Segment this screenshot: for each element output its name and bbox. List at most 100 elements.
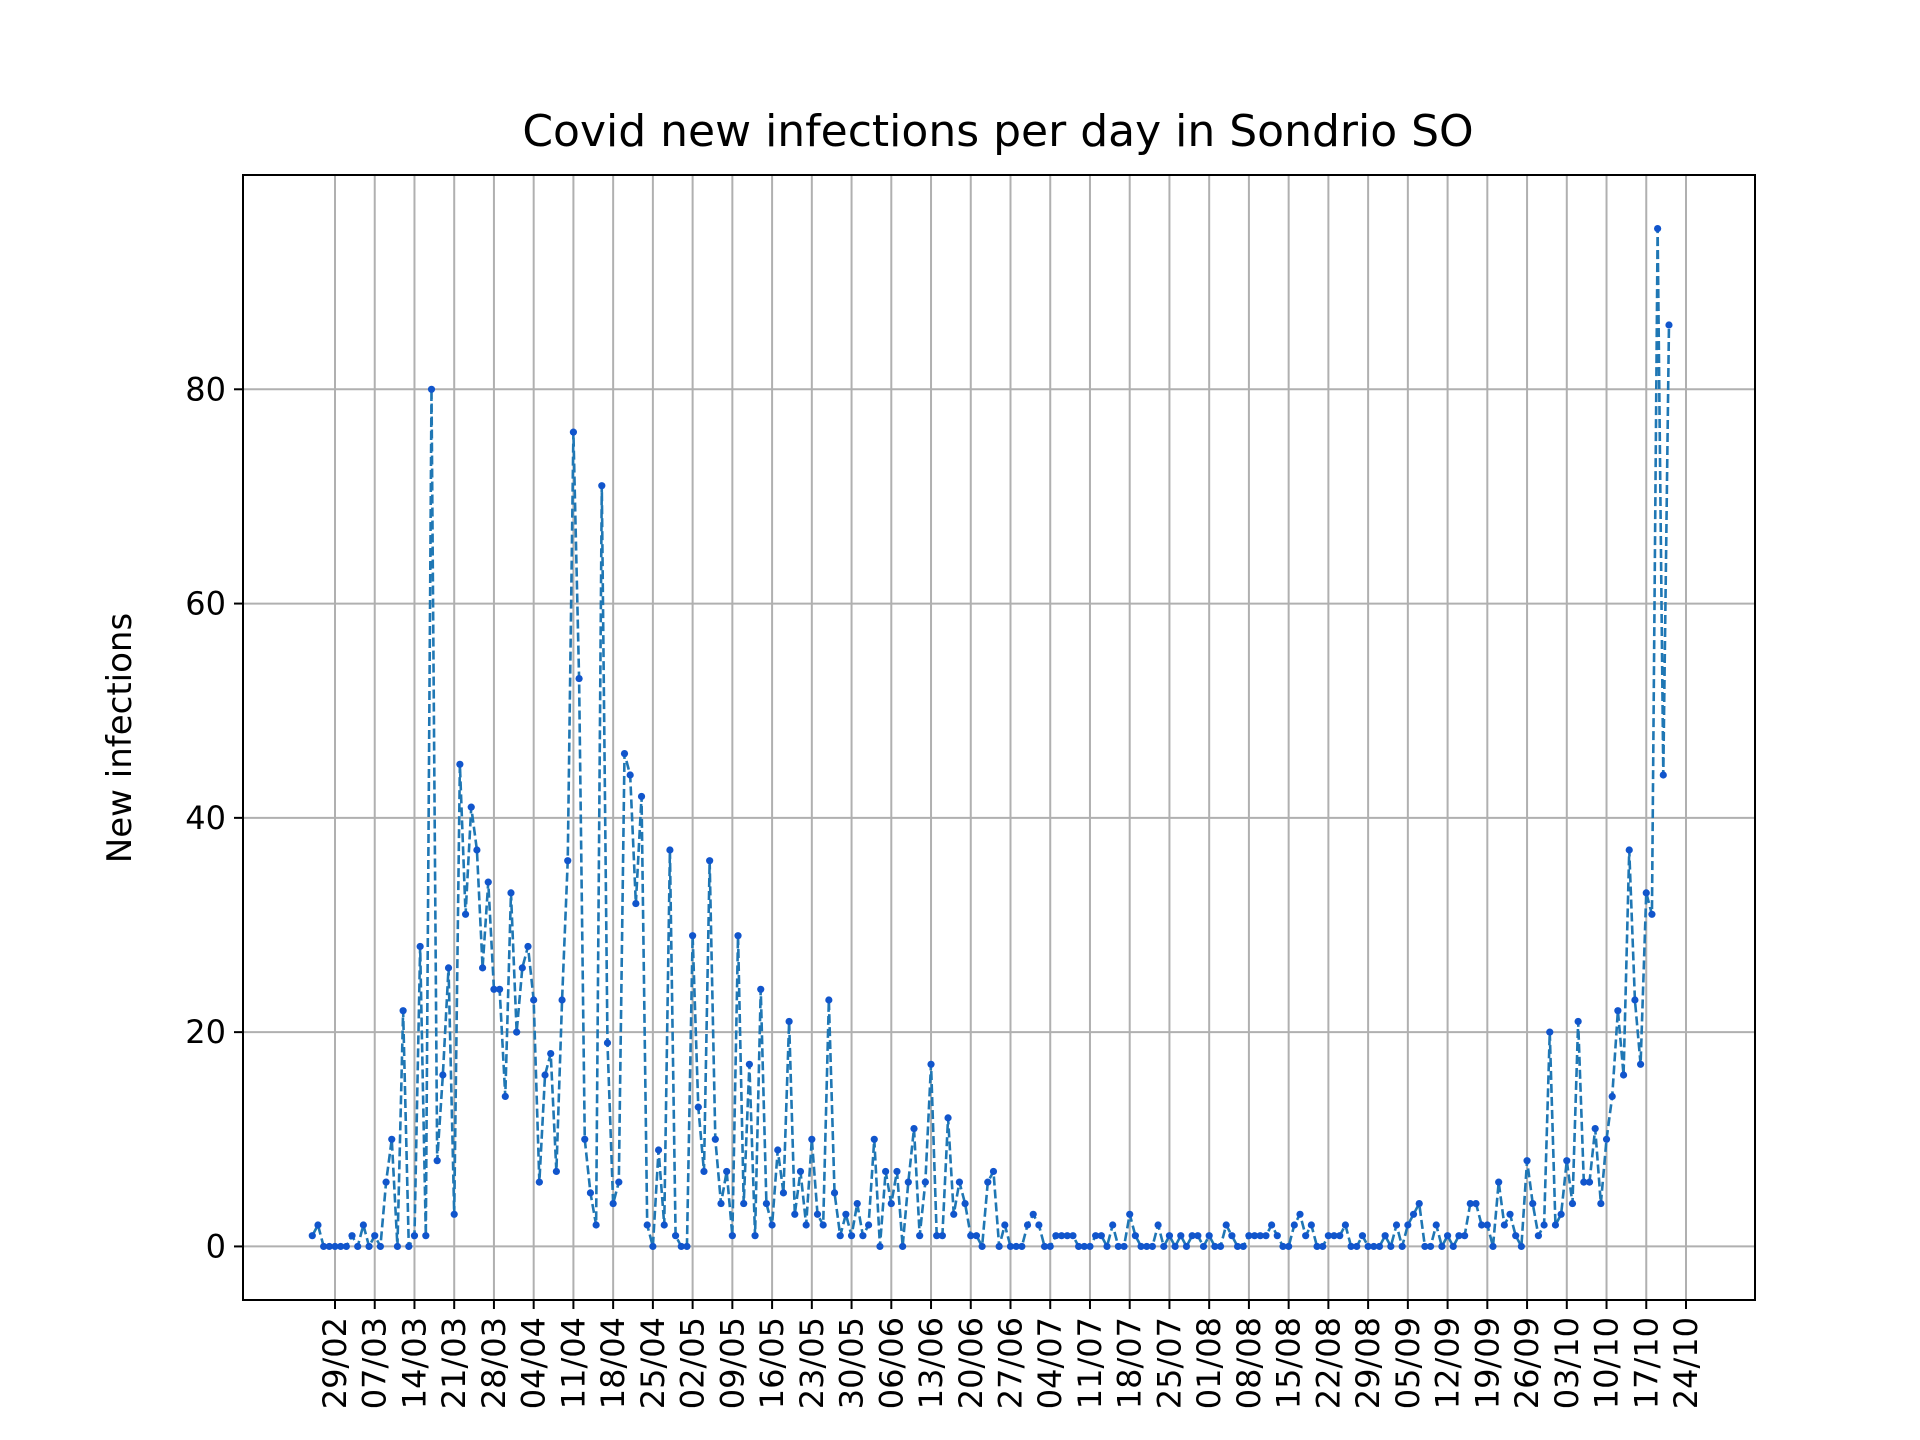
data-point bbox=[552, 1167, 560, 1176]
data-point bbox=[1353, 1242, 1361, 1251]
data-point bbox=[450, 1210, 458, 1218]
data-point bbox=[1512, 1232, 1520, 1240]
data-point bbox=[456, 760, 464, 768]
data-point bbox=[416, 942, 424, 951]
data-point bbox=[1023, 1221, 1032, 1229]
data-point bbox=[1585, 1178, 1594, 1186]
data-point bbox=[331, 1242, 339, 1251]
data-point bbox=[1665, 321, 1673, 329]
data-point bbox=[762, 1199, 771, 1208]
y-tick-label: 20 bbox=[185, 1013, 226, 1051]
data-point bbox=[422, 1232, 430, 1240]
data-point bbox=[1114, 1242, 1122, 1251]
data-point bbox=[1375, 1242, 1384, 1251]
x-tick-label: 23/05 bbox=[793, 1317, 831, 1409]
x-tick-label: 11/07 bbox=[1071, 1317, 1109, 1409]
data-point bbox=[501, 1092, 509, 1101]
data-point bbox=[1285, 1242, 1293, 1251]
data-point bbox=[1256, 1232, 1264, 1240]
data-point bbox=[830, 1189, 839, 1197]
data-point bbox=[1222, 1221, 1230, 1229]
data-point bbox=[717, 1199, 725, 1208]
data-point bbox=[910, 1124, 918, 1133]
data-point bbox=[1012, 1242, 1020, 1251]
data-point bbox=[637, 792, 646, 801]
data-point bbox=[677, 1242, 685, 1251]
data-point bbox=[1517, 1242, 1525, 1251]
data-point bbox=[689, 932, 697, 940]
data-point bbox=[518, 964, 526, 972]
x-tick-label: 19/09 bbox=[1468, 1317, 1506, 1409]
data-point bbox=[1421, 1242, 1429, 1251]
data-point bbox=[530, 996, 538, 1004]
data-point bbox=[796, 1167, 805, 1176]
data-point bbox=[592, 1221, 600, 1229]
data-point bbox=[1415, 1199, 1423, 1208]
data-point bbox=[1313, 1242, 1321, 1251]
data-point bbox=[853, 1199, 861, 1208]
data-point bbox=[972, 1232, 981, 1240]
data-point bbox=[359, 1221, 367, 1229]
data-point bbox=[513, 1028, 521, 1036]
data-point bbox=[354, 1242, 362, 1251]
data-point bbox=[382, 1178, 390, 1186]
data-point bbox=[1506, 1210, 1514, 1218]
data-point bbox=[1296, 1210, 1304, 1218]
x-tick-label: 18/07 bbox=[1111, 1317, 1149, 1409]
data-point bbox=[484, 878, 492, 886]
x-tick-label: 27/06 bbox=[992, 1317, 1030, 1409]
data-point bbox=[847, 1232, 856, 1240]
data-point bbox=[342, 1242, 350, 1251]
data-point bbox=[1245, 1232, 1253, 1240]
data-point bbox=[564, 857, 572, 865]
data-point bbox=[1534, 1232, 1543, 1240]
data-point bbox=[1409, 1210, 1418, 1218]
data-point bbox=[1495, 1178, 1503, 1186]
data-point bbox=[439, 1071, 447, 1079]
data-point bbox=[490, 985, 498, 993]
x-tick-label: 01/08 bbox=[1190, 1317, 1228, 1409]
data-point bbox=[1455, 1232, 1463, 1240]
data-point bbox=[1563, 1157, 1571, 1165]
data-point bbox=[1194, 1232, 1202, 1240]
data-point bbox=[1154, 1221, 1162, 1229]
x-tick-label: 17/10 bbox=[1627, 1317, 1665, 1409]
data-point bbox=[734, 932, 742, 940]
x-tick-label: 07/03 bbox=[356, 1317, 394, 1409]
data-point bbox=[1290, 1221, 1298, 1229]
data-point bbox=[1489, 1242, 1497, 1251]
data-point bbox=[706, 857, 714, 865]
data-point bbox=[978, 1242, 986, 1251]
data-point bbox=[1063, 1232, 1071, 1240]
data-point bbox=[1438, 1242, 1446, 1251]
x-tick-label: 25/07 bbox=[1150, 1317, 1188, 1409]
data-point bbox=[1659, 771, 1667, 779]
data-point bbox=[348, 1232, 356, 1240]
data-point bbox=[1546, 1028, 1554, 1036]
data-point bbox=[819, 1221, 827, 1229]
data-point bbox=[1358, 1232, 1367, 1240]
y-tick-label: 80 bbox=[185, 370, 226, 408]
data-point bbox=[711, 1135, 719, 1143]
data-point bbox=[427, 385, 436, 393]
data-point bbox=[1426, 1242, 1435, 1251]
x-tick-label: 02/05 bbox=[674, 1317, 712, 1409]
data-point bbox=[1619, 1071, 1628, 1079]
data-point bbox=[325, 1242, 333, 1251]
data-point bbox=[1387, 1242, 1395, 1251]
data-point bbox=[1250, 1232, 1259, 1240]
data-point bbox=[1648, 910, 1656, 918]
data-point bbox=[938, 1232, 946, 1240]
data-point bbox=[728, 1232, 736, 1240]
data-point bbox=[791, 1210, 799, 1218]
data-point bbox=[371, 1232, 379, 1240]
data-point bbox=[1551, 1221, 1560, 1229]
data-point bbox=[649, 1242, 657, 1251]
data-point bbox=[1205, 1232, 1213, 1240]
data-point bbox=[1035, 1221, 1043, 1229]
grid-lines bbox=[243, 175, 1755, 1300]
data-point bbox=[1075, 1242, 1083, 1251]
data-point bbox=[1432, 1221, 1440, 1229]
x-tick-label: 09/05 bbox=[713, 1317, 751, 1409]
data-point bbox=[1086, 1242, 1094, 1251]
